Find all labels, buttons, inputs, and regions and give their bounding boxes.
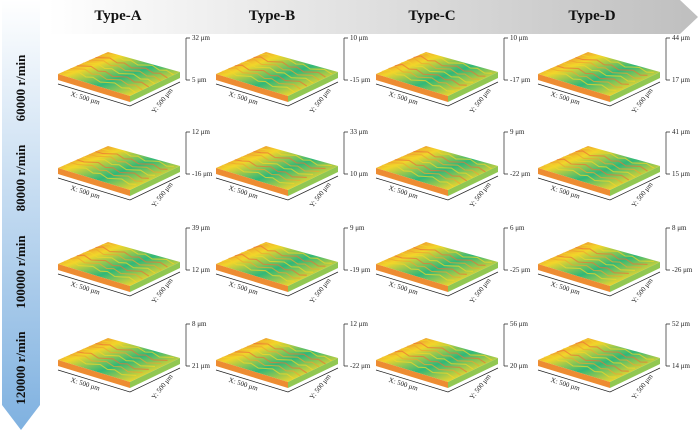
- surface-plot-r3-c1: 39 μm 12 μm X: 500 μm Y: 500 μm: [50, 222, 210, 317]
- surface-plot-r4-c4: 52 μm 14 μm X: 500 μm Y: 500 μm: [530, 318, 690, 413]
- z-min-label: -19 μm: [350, 266, 371, 274]
- z-max-label: 8 μm: [672, 224, 687, 232]
- surface-map: [375, 323, 508, 393]
- surface-map: [215, 323, 348, 393]
- surface-map: [215, 227, 348, 297]
- surface-plot-r2-c3: 9 μm -22 μm X: 500 μm Y: 500 μm: [368, 126, 530, 221]
- row-header-100000: 100000 r/min: [13, 235, 28, 309]
- z-min-label: 14 μm: [672, 362, 690, 370]
- row-header-80000: 80000 r/min: [13, 144, 28, 212]
- z-max-label: 9 μm: [510, 128, 525, 136]
- surface-plot-r2-c1: 12 μm -16 μm X: 500 μm Y: 500 μm: [50, 126, 212, 221]
- z-max-label: 9 μm: [350, 224, 365, 232]
- surface-plot-r1-c4: 44 μm 17 μm X: 500 μm Y: 500 μm: [530, 32, 690, 127]
- z-max-label: 12 μm: [350, 320, 368, 328]
- surface-plot-r1-c3: 10 μm -17 μm X: 500 μm Y: 500 μm: [368, 32, 530, 127]
- z-min-label: 15 μm: [672, 170, 690, 178]
- surface-plot-r4-c2: 12 μm -22 μm X: 500 μm Y: 500 μm: [208, 318, 370, 413]
- surface-map: [537, 37, 670, 107]
- z-min-label: 21 μm: [192, 362, 210, 370]
- z-min-label: -22 μm: [510, 170, 531, 178]
- z-min-label: 5 μm: [192, 76, 207, 84]
- z-max-label: 6 μm: [510, 224, 525, 232]
- z-max-label: 12 μm: [192, 128, 210, 136]
- surface-plot-r4-c1: 8 μm 21 μm X: 500 μm Y: 500 μm: [50, 318, 210, 413]
- row-header-60000: 60000 r/min: [13, 54, 28, 122]
- surface-plot-r1-c2: 10 μm -15 μm X: 500 μm Y: 500 μm: [208, 32, 370, 127]
- column-header-type-b: Type-B: [248, 8, 296, 24]
- surface-map: [215, 37, 348, 107]
- surface-map: [57, 131, 190, 201]
- z-min-label: -15 μm: [350, 76, 371, 84]
- z-max-label: 32 μm: [192, 34, 210, 42]
- z-max-label: 8 μm: [192, 320, 207, 328]
- z-max-label: 52 μm: [672, 320, 690, 328]
- surface-map: [57, 227, 190, 297]
- column-header-type-c: Type-C: [408, 8, 456, 24]
- z-max-label: 33 μm: [350, 128, 368, 136]
- z-max-label: 56 μm: [510, 320, 528, 328]
- z-max-label: 41 μm: [672, 128, 690, 136]
- column-header-arrow: [48, 0, 698, 34]
- z-max-label: 10 μm: [350, 34, 368, 42]
- z-min-label: 12 μm: [192, 266, 210, 274]
- surface-plot-r1-c1: 32 μm 5 μm X: 500 μm Y: 500 μm: [50, 32, 210, 127]
- surface-plot-r4-c3: 56 μm 20 μm X: 500 μm Y: 500 μm: [368, 318, 528, 413]
- z-max-label: 10 μm: [510, 34, 528, 42]
- surface-plot-r2-c2: 33 μm 10 μm X: 500 μm Y: 500 μm: [208, 126, 368, 221]
- surface-plot-r2-c4: 41 μm 15 μm X: 500 μm Y: 500 μm: [530, 126, 690, 221]
- z-min-label: -16 μm: [192, 170, 213, 178]
- surface-map: [215, 131, 348, 201]
- surface-map: [537, 131, 670, 201]
- z-min-label: -17 μm: [510, 76, 531, 84]
- z-max-label: 44 μm: [672, 34, 690, 42]
- surface-map: [57, 37, 190, 107]
- z-min-label: -25 μm: [510, 266, 531, 274]
- z-min-label: 20 μm: [510, 362, 528, 370]
- z-min-label: 10 μm: [350, 170, 368, 178]
- surface-map: [537, 323, 670, 393]
- surface-plot-r3-c4: 8 μm -26 μm X: 500 μm Y: 500 μm: [530, 222, 692, 317]
- z-min-label: -26 μm: [672, 266, 693, 274]
- z-max-label: 39 μm: [192, 224, 210, 232]
- surface-map: [537, 227, 670, 297]
- surface-map: [375, 37, 508, 107]
- z-min-label: 17 μm: [672, 76, 690, 84]
- surface-map: [57, 323, 190, 393]
- surface-map: [375, 131, 508, 201]
- column-header-type-a: Type-A: [94, 8, 142, 24]
- surface-map: [375, 227, 508, 297]
- column-header-type-d: Type-D: [568, 8, 616, 24]
- surface-plot-r3-c2: 9 μm -19 μm X: 500 μm Y: 500 μm: [208, 222, 370, 317]
- z-min-label: -22 μm: [350, 362, 371, 370]
- row-header-120000: 120000 r/min: [13, 331, 28, 405]
- row-header-arrow: [2, 0, 40, 430]
- surface-plot-r3-c3: 6 μm -25 μm X: 500 μm Y: 500 μm: [368, 222, 530, 317]
